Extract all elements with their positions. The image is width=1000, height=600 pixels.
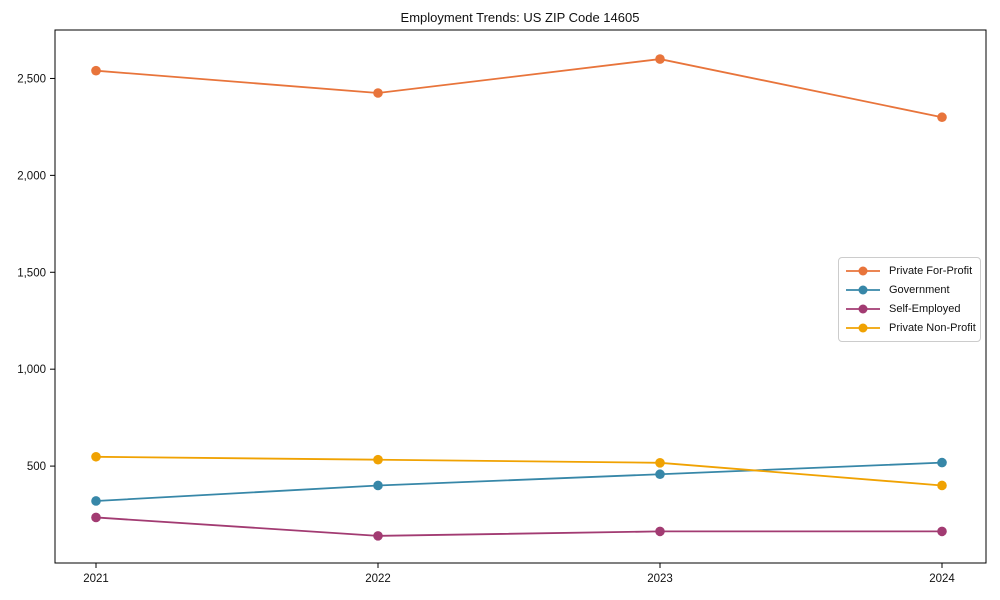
data-point-self-employed: [373, 531, 383, 541]
x-tick-label: 2024: [929, 573, 955, 585]
series-line-private-non-profit: [95, 455, 943, 487]
legend-line-sample-icon: [846, 304, 880, 314]
data-point-private-for-profit: [655, 54, 665, 64]
series-line-private-for-profit: [95, 58, 943, 119]
legend-line-sample-icon: [846, 266, 880, 276]
y-tick-label: 500: [27, 461, 46, 473]
data-point-self-employed: [655, 526, 665, 537]
chart-title: Employment Trends: US ZIP Code 14605: [400, 10, 640, 25]
legend-label: Private For-Profit: [889, 264, 973, 277]
series-line-government: [95, 461, 943, 502]
legend-label: Self-Employed: [889, 303, 961, 316]
legend-entry-private-non-profit: Private Non-Profit: [845, 320, 976, 337]
data-point-private-for-profit: [91, 65, 101, 76]
plot-frame: [54, 29, 987, 564]
data-point-government: [373, 480, 383, 491]
legend-line-sample-icon: [846, 285, 880, 295]
x-tick-label: 2022: [365, 573, 391, 585]
legend-label: Private Non-Profit: [889, 322, 976, 335]
legend-entry-self-employed: Self-Employed: [845, 301, 974, 318]
y-tick-label: 2,500: [17, 73, 46, 85]
legend-sample-marker: [858, 304, 868, 314]
data-point-private-non-profit: [937, 480, 947, 491]
data-point-government: [655, 469, 665, 480]
legend-label: Government: [889, 283, 950, 296]
legend-sample-marker: [858, 266, 868, 276]
legend-entry-private-for-profit: Private For-Profit: [845, 262, 974, 279]
series-line-self-employed: [95, 516, 942, 537]
x-tick-label: 2023: [647, 573, 673, 585]
legend-sample-marker: [858, 285, 868, 295]
y-tick-label: 2,000: [17, 170, 46, 182]
y-tick-label: 1,000: [17, 364, 46, 376]
legend: Private For-Profit Government Self-Employe…: [838, 257, 981, 342]
x-tick-label: 2021: [83, 573, 109, 585]
data-point-government: [937, 457, 947, 468]
legend-sample-marker: [858, 323, 868, 333]
data-point-private-for-profit: [937, 112, 947, 123]
data-point-self-employed: [91, 512, 101, 523]
legend-line-sample-icon: [846, 323, 880, 333]
legend-entry-government: Government: [845, 281, 974, 298]
data-point-government: [91, 496, 101, 506]
data-point-private-for-profit: [373, 88, 383, 98]
y-tick-label: 1,500: [17, 267, 46, 279]
data-point-private-non-profit: [655, 457, 665, 468]
data-point-private-non-profit: [91, 451, 101, 462]
data-point-self-employed: [937, 526, 947, 537]
data-point-private-non-profit: [373, 454, 383, 465]
